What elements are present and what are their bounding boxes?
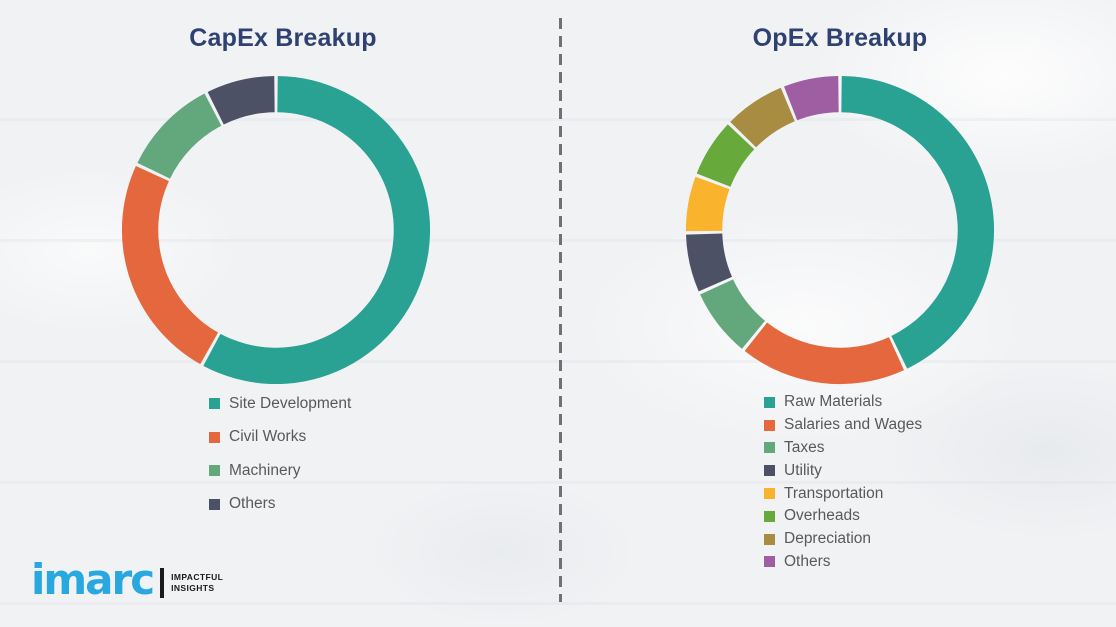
legend-label: Site Development: [229, 394, 352, 412]
legend-swatch-taxes: [764, 442, 775, 454]
legend-item-others: Others: [209, 488, 351, 522]
imarc-logo-divider-bar: [160, 568, 165, 599]
legend-item-overheads: Overheads: [764, 505, 922, 528]
legend-swatch-transportation: [764, 488, 775, 500]
donut-segment-taxes: [700, 279, 766, 349]
opex-chart-title: OpEx Breakup: [752, 24, 928, 52]
legend-label: Civil Works: [229, 428, 307, 446]
legend-label: Others: [229, 495, 276, 513]
legend-label: Raw Materials: [784, 393, 883, 411]
donut-segment-site-development: [203, 75, 431, 385]
legend-label: Utility: [784, 461, 822, 479]
legend-swatch-machinery: [209, 465, 220, 477]
legend-label: Machinery: [229, 461, 301, 479]
legend-swatch-raw-materials: [764, 396, 775, 408]
opex-legend: Raw Materials Salaries and Wages Taxes Util…: [764, 391, 922, 573]
imarc-logo-tagline: IMPACTFUL INSIGHTS: [171, 572, 223, 595]
legend-item-taxes: Taxes: [764, 437, 922, 460]
donut-segment-machinery: [137, 93, 222, 179]
legend-item-machinery: Machinery: [209, 454, 351, 488]
capex-legend: Site Development Civil Works Machinery Othe…: [209, 387, 351, 521]
legend-swatch-others: [764, 556, 775, 568]
imarc-tagline-line1: IMPACTFUL: [171, 571, 224, 582]
donut-segment-others: [207, 75, 275, 125]
legend-item-civil-works: Civil Works: [209, 421, 351, 455]
legend-swatch-civil-works: [209, 431, 220, 443]
capex-chart-title: CapEx Breakup: [189, 24, 377, 52]
legend-item-others: Others: [764, 551, 922, 574]
donut-segment-salaries-and-wages: [744, 322, 905, 385]
legend-swatch-depreciation: [764, 533, 775, 545]
legend-label: Overheads: [784, 507, 860, 525]
legend-swatch-others: [209, 498, 220, 510]
donut-segment-depreciation: [730, 87, 795, 148]
capex-donut-chart: [121, 75, 431, 385]
opex-donut-chart: [685, 75, 995, 385]
donut-segment-utility: [686, 233, 732, 292]
legend-item-transportation: Transportation: [764, 482, 922, 505]
donut-segment-transportation: [685, 176, 730, 232]
imarc-logo-wordmark: imarc: [31, 555, 155, 604]
donut-segment-overheads: [696, 124, 755, 187]
donut-segment-civil-works: [121, 165, 219, 365]
legend-label: Salaries and Wages: [784, 416, 923, 434]
legend-swatch-utility: [764, 465, 775, 477]
donut-segment-others: [784, 75, 839, 121]
legend-label: Depreciation: [784, 530, 872, 548]
legend-swatch-overheads: [764, 510, 775, 522]
legend-item-utility: Utility: [764, 459, 922, 482]
legend-item-raw-materials: Raw Materials: [764, 391, 922, 414]
imarc-logo: imarc IMPACTFUL INSIGHTS: [31, 555, 223, 604]
legend-label: Transportation: [784, 484, 884, 502]
legend-item-depreciation: Depreciation: [764, 528, 922, 551]
imarc-tagline-line2: INSIGHTS: [171, 583, 215, 594]
donut-segment-raw-materials: [841, 75, 995, 369]
legend-swatch-salaries-and-wages: [764, 419, 775, 431]
legend-item-salaries-and-wages: Salaries and Wages: [764, 414, 922, 437]
divider-dashed-line: [559, 18, 562, 602]
legend-label: Others: [784, 552, 831, 570]
legend-label: Taxes: [784, 438, 825, 456]
legend-item-site-development: Site Development: [209, 387, 351, 421]
legend-swatch-site-development: [209, 398, 220, 410]
